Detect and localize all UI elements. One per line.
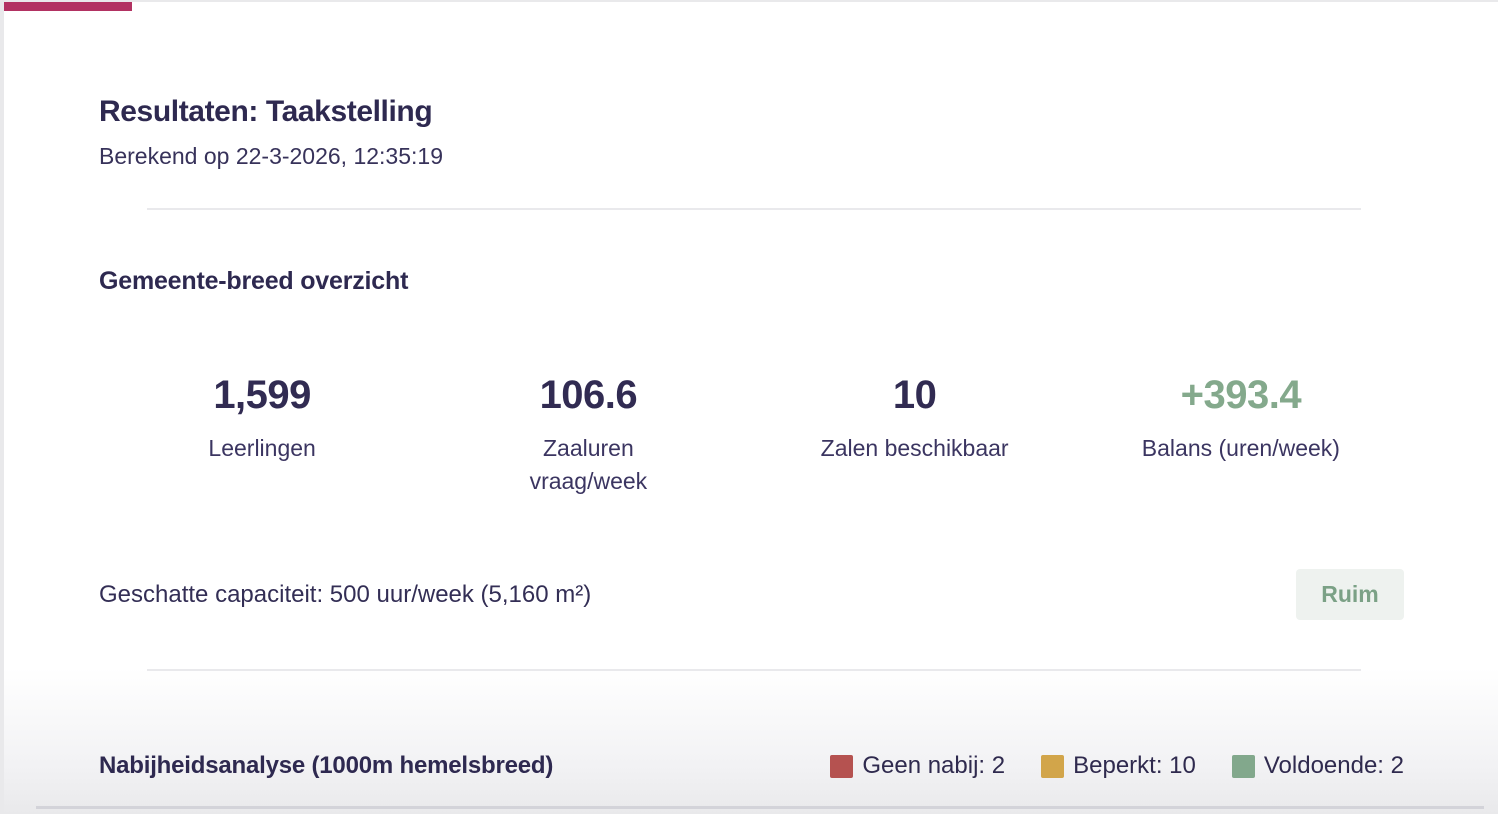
stat-label: Balans (uren/week) xyxy=(1141,435,1340,461)
stat-card-zaaluren-vraag: 106.6 Zaaluren vraag/week xyxy=(425,372,751,498)
capacity-row: Geschatte capaciteit: 500 uur/week (5,16… xyxy=(99,569,1404,620)
legend-label: Voldoende: 2 xyxy=(1263,752,1404,779)
proximity-legend: Geen nabij: 2 Beperkt: 10 Voldoende: 2 xyxy=(830,751,1404,781)
stat-value-balans: +393.4 xyxy=(1180,373,1302,417)
legend-label: Beperkt: 10 xyxy=(1073,752,1196,779)
page-title: Resultaten: Taakstelling xyxy=(99,95,433,128)
legend-label: Geen nabij: 2 xyxy=(862,752,1006,779)
top-accent-bar xyxy=(4,2,132,11)
stat-label: Zalen beschikbaar xyxy=(820,435,1009,461)
stat-card-leerlingen: 1,599 Leerlingen xyxy=(99,372,425,498)
legend-item-geen-nabij: Geen nabij: 2 xyxy=(830,751,1005,781)
capacity-status-badge: Ruim xyxy=(1296,569,1404,620)
section-divider xyxy=(147,208,1361,210)
stat-card-balans: +393.4 Balans (uren/week) xyxy=(1078,372,1404,498)
legend-item-beperkt: Beperkt: 10 xyxy=(1041,751,1196,781)
legend-color-swatch-red xyxy=(830,754,854,778)
bottom-divider xyxy=(36,806,1484,809)
legend-color-swatch-yellow xyxy=(1041,754,1065,778)
legend-color-swatch-green xyxy=(1231,754,1255,778)
section-divider xyxy=(147,669,1361,671)
stat-label: Zaaluren vraag/week xyxy=(529,435,648,494)
legend-item-voldoende: Voldoende: 2 xyxy=(1231,751,1404,781)
capacity-text: Geschatte capaciteit: 500 uur/week (5,16… xyxy=(99,580,592,608)
stat-label: Leerlingen xyxy=(208,435,316,461)
stat-card-zalen-beschikbaar: 10 Zalen beschikbaar xyxy=(752,372,1078,498)
results-panel: Resultaten: Taakstelling Berekend op 22-… xyxy=(4,2,1498,814)
proximity-heading: Nabijheidsanalyse (1000m hemelsbreed) xyxy=(99,752,554,779)
stat-value: 106.6 xyxy=(539,373,638,417)
stat-value: 10 xyxy=(892,373,937,417)
proximity-row: Nabijheidsanalyse (1000m hemelsbreed) Ge… xyxy=(99,751,1404,781)
calculation-timestamp: Berekend op 22-3-2026, 12:35:19 xyxy=(99,143,443,169)
overview-heading: Gemeente-breed overzicht xyxy=(99,267,409,295)
stats-grid: 1,599 Leerlingen 106.6 Zaaluren vraag/we… xyxy=(99,372,1404,498)
stat-value: 1,599 xyxy=(213,373,311,417)
